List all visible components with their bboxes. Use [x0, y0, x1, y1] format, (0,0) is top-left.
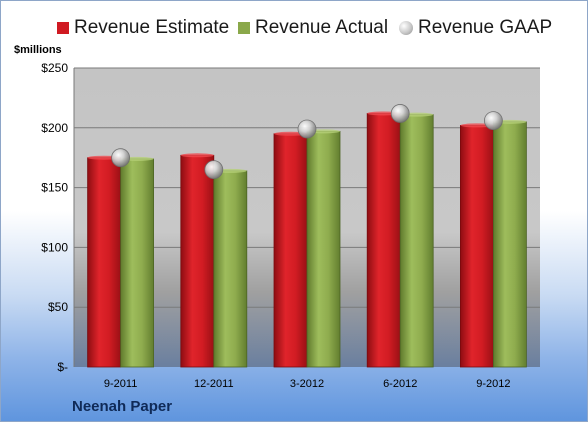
x-axis-ticks: 9-2011 12-2011 3-2012 6-2012 9-2012: [104, 378, 511, 390]
legend-swatch-actual: [238, 22, 250, 34]
actual-bar: [399, 114, 434, 368]
actual-bar: [306, 130, 341, 368]
x-tick-label: 6-2012: [383, 378, 417, 390]
y-tick-label: $-: [57, 360, 68, 374]
bars: [87, 111, 527, 368]
x-tick-label: 9-2012: [476, 378, 510, 390]
y-axis-unit-label: $millions: [14, 44, 62, 56]
estimate-bar-cap: [180, 153, 214, 158]
legend-swatch-estimate: [57, 22, 69, 34]
gaap-markers: [111, 104, 503, 180]
legend-item-revenue-gaap: Revenue GAAP: [399, 14, 552, 42]
gaap-marker: [390, 104, 410, 123]
actual-bar: [492, 121, 527, 368]
estimate-bar: [459, 125, 494, 368]
company-name: Neenah Paper: [72, 398, 173, 415]
y-tick-label: $50: [48, 300, 68, 314]
legend-marker-gaap: [399, 21, 413, 35]
estimate-bar: [87, 157, 121, 368]
gaap-marker: [483, 111, 503, 131]
y-tick-label: $200: [41, 121, 68, 135]
gaap-marker: [297, 119, 317, 139]
y-tick-label: $250: [41, 61, 68, 75]
estimate-bar: [366, 113, 401, 368]
legend-label-estimate: Revenue Estimate: [74, 17, 230, 38]
y-axis-ticks: $- $50 $100 $150 $200 $250: [41, 61, 68, 374]
x-tick-label: 3-2012: [290, 378, 324, 390]
legend-label-gaap: Revenue GAAP: [418, 17, 553, 38]
x-tick-label: 9-2011: [104, 378, 137, 390]
legend: Revenue Estimate Revenue Actual Revenue …: [0, 14, 588, 42]
actual-bar: [213, 170, 248, 368]
x-tick-label: 12-2011: [194, 378, 234, 390]
y-tick-label: $100: [41, 240, 68, 254]
estimate-bar: [273, 133, 308, 368]
estimate-bar: [180, 154, 215, 368]
legend-label-actual: Revenue Actual: [255, 17, 389, 38]
legend-item-revenue-estimate: Revenue Estimate: [57, 14, 229, 42]
gaap-marker: [204, 160, 224, 180]
gaap-marker: [111, 148, 130, 168]
y-tick-label: $150: [41, 181, 68, 195]
actual-bar: [120, 158, 154, 368]
legend-item-revenue-actual: Revenue Actual: [238, 14, 388, 42]
